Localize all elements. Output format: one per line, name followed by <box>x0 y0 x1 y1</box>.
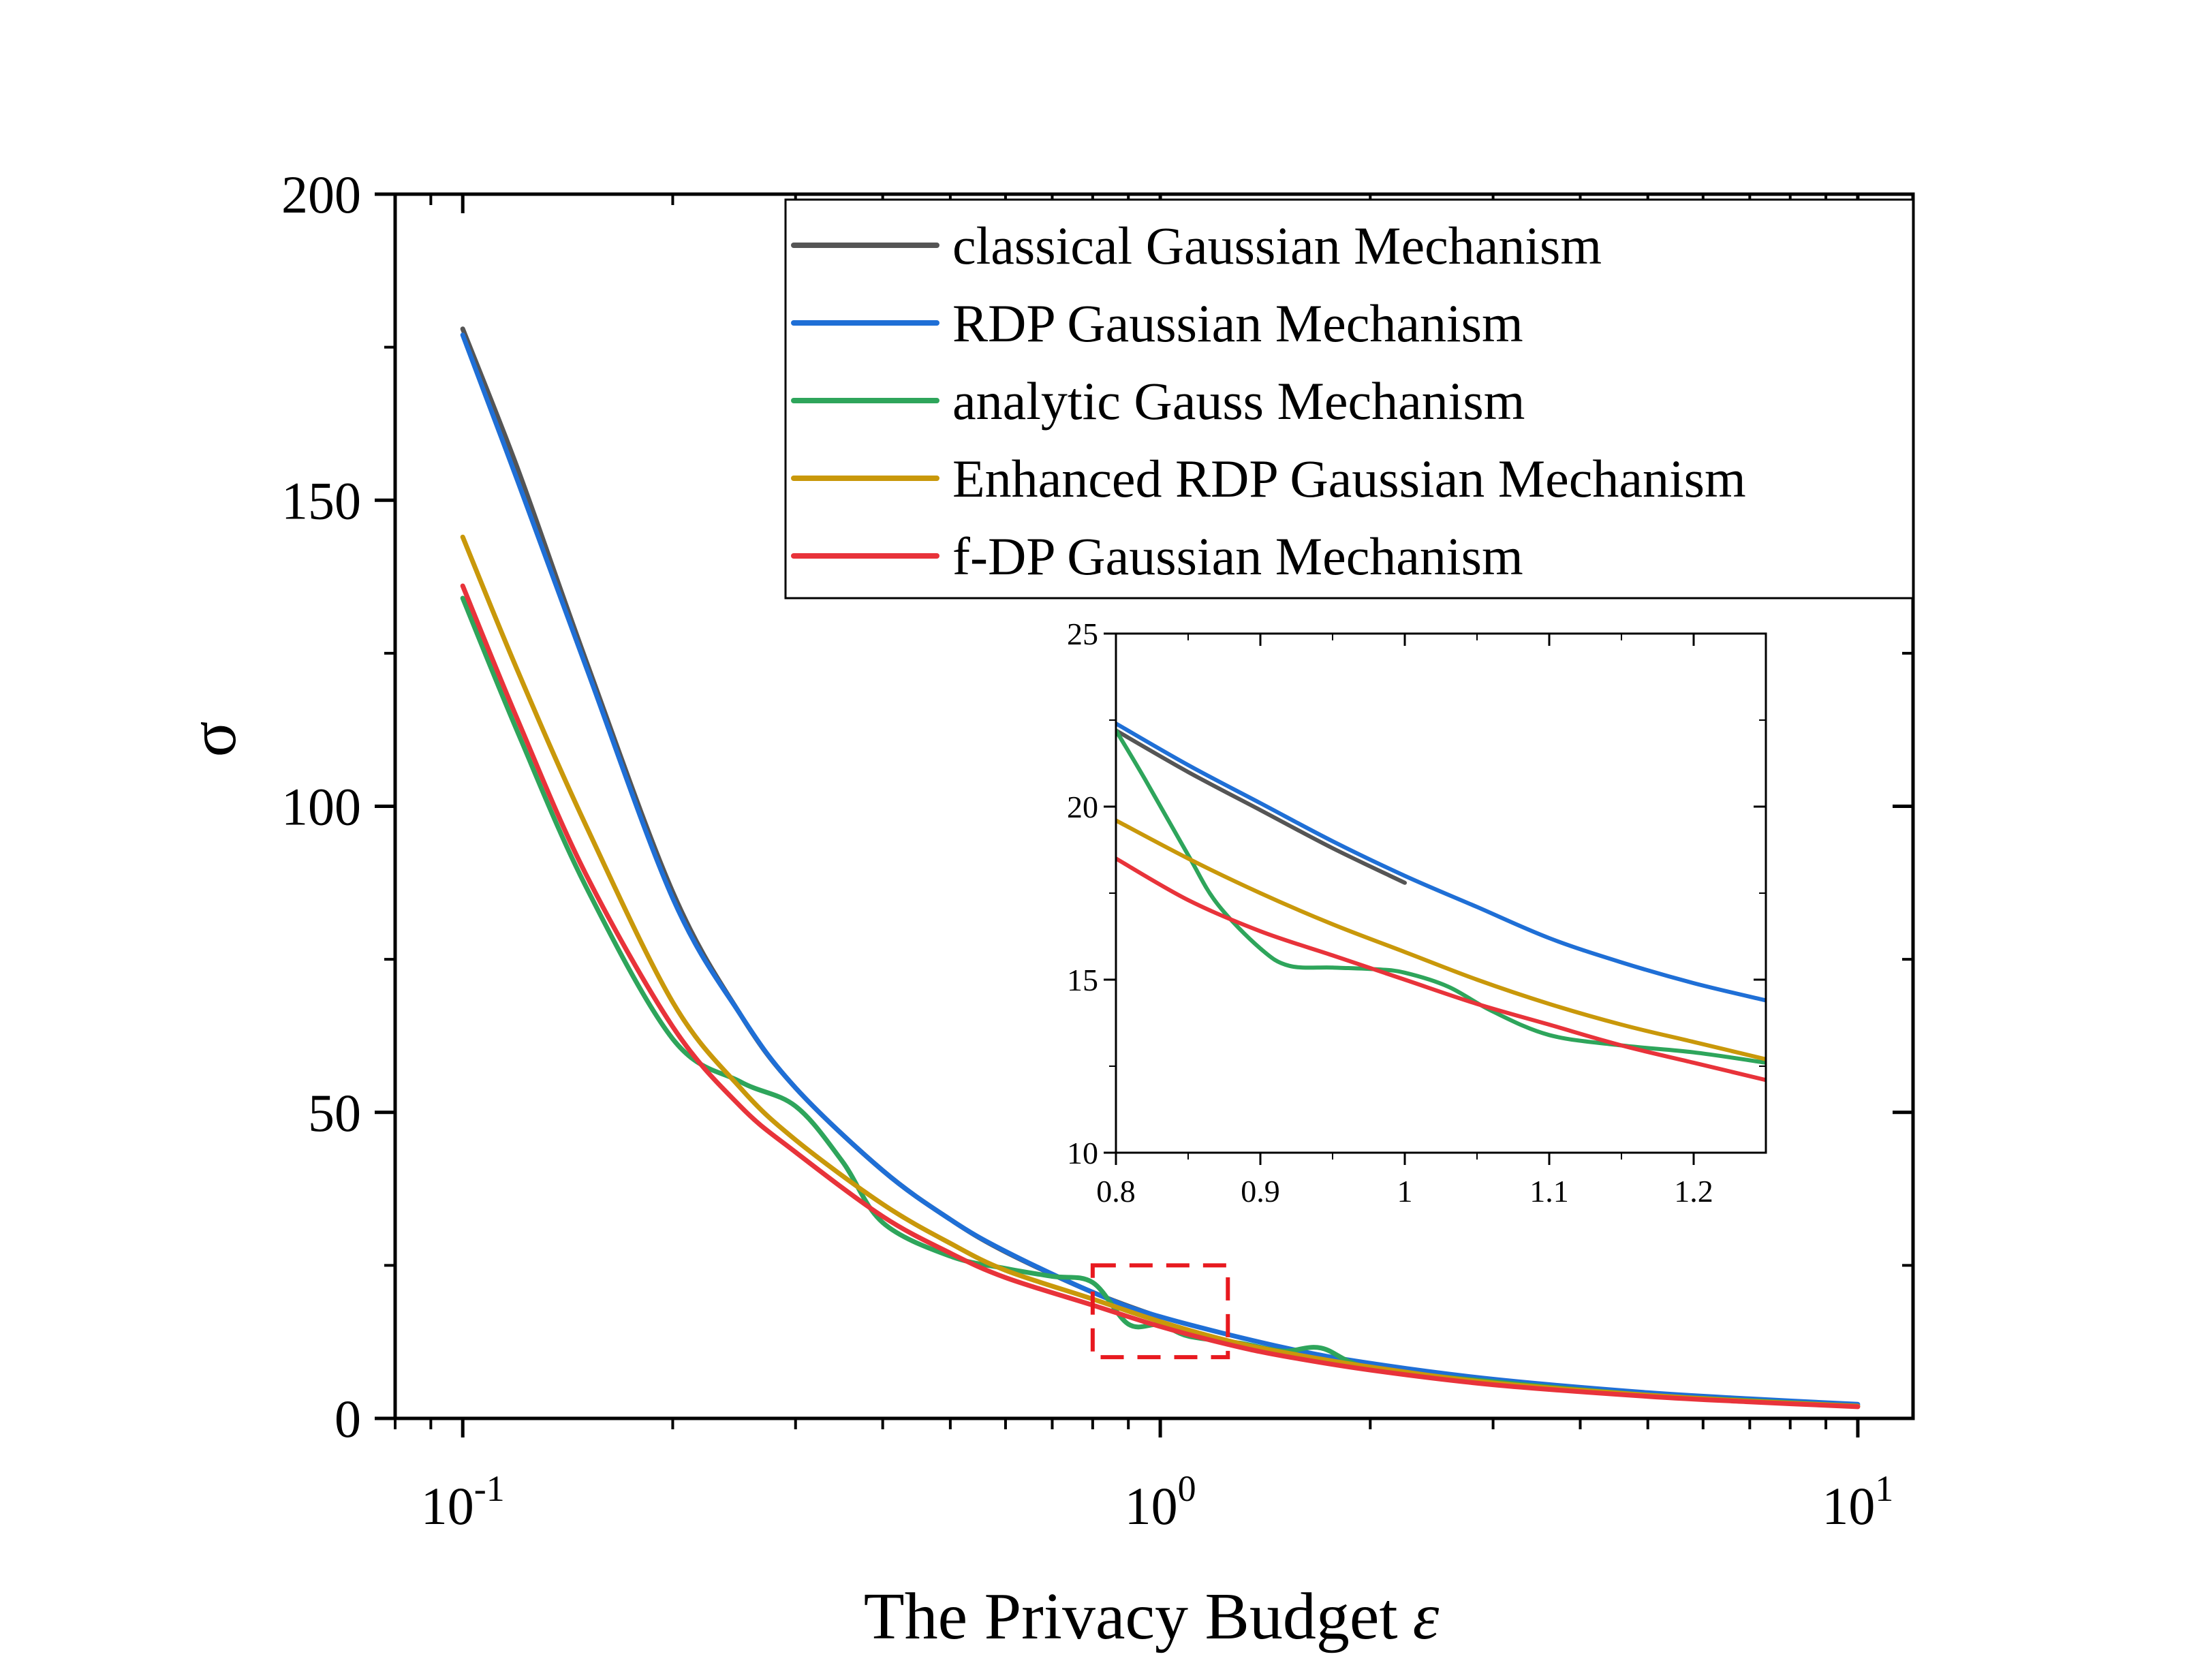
x-tick-label-base: 10 <box>1822 1476 1875 1536</box>
x-axis-title: The Privacy Budget ε <box>864 1580 1440 1653</box>
y-tick-label: 0 <box>335 1389 361 1448</box>
zoom-region-box <box>1090 1263 1230 1360</box>
inset-series-line-f-dp-gaussian-mechanism <box>1116 856 1766 1083</box>
legend: classical Gaussian Mechanism RDP Gaussian… <box>784 198 1914 600</box>
y-tick-label: 150 <box>281 471 361 530</box>
inset-series-line-classical-gaussian-mechanism <box>1116 728 1407 885</box>
inset-x-tick-label: 1.1 <box>1529 1174 1569 1209</box>
axis-titles: The Privacy Budget ε σ <box>176 721 1440 1653</box>
y-tick-label: 200 <box>281 165 361 224</box>
inset-x-tick-label: 1.2 <box>1674 1174 1713 1209</box>
series-line-f-dp-gaussian-mechanism <box>460 583 1861 1410</box>
inset-x-tick-label: 0.9 <box>1241 1174 1280 1209</box>
legend-label: RDP Gaussian Mechanism <box>952 294 1523 353</box>
x-tick-label: 101 <box>1822 1468 1893 1536</box>
y-axis-title: σ <box>176 721 250 758</box>
legend-box <box>784 198 1914 600</box>
x-tick-label: 100 <box>1125 1468 1196 1536</box>
x-tick-label-exponent: -1 <box>474 1468 505 1509</box>
x-tick-label-base: 10 <box>1125 1476 1178 1536</box>
inset-y-tick-label: 25 <box>1067 617 1098 651</box>
inset-y-tick-label: 15 <box>1067 963 1098 997</box>
x-tick-label-exponent: 0 <box>1178 1468 1196 1509</box>
legend-label: analytic Gauss Mechanism <box>952 371 1525 431</box>
inset-series-group <box>1116 721 1766 1083</box>
inset-x-tick-label: 1 <box>1397 1174 1413 1209</box>
inset-y-tick-label: 10 <box>1067 1136 1098 1170</box>
legend-label: classical Gaussian Mechanism <box>952 216 1602 275</box>
x-tick-label-base: 10 <box>421 1476 474 1536</box>
x-tick-label: 10-1 <box>421 1468 505 1536</box>
inset-y-tick-label: 20 <box>1067 790 1098 824</box>
y-tick-label: 100 <box>281 777 361 837</box>
x-axis-title-symbol: ε <box>1413 1580 1440 1653</box>
legend-label: f-DP Gaussian Mechanism <box>952 527 1523 586</box>
legend-label: Enhanced RDP Gaussian Mechanism <box>952 449 1746 508</box>
inset-x-tick-label: 0.8 <box>1096 1174 1136 1209</box>
inset-frame <box>1115 632 1767 1154</box>
inset-plot: 0.8 0.9 1 1.1 1.2 10 15 20 25 <box>1067 617 1767 1209</box>
inset-series-line-enhanced-rdp-gaussian-mechanism <box>1116 818 1766 1061</box>
y-tick-label: 50 <box>308 1083 361 1142</box>
x-axis-title-text: The Privacy Budget <box>864 1580 1398 1653</box>
inset-series-line-rdp-gaussian-mechanism <box>1116 721 1766 1003</box>
x-tick-label-exponent: 1 <box>1875 1468 1893 1509</box>
